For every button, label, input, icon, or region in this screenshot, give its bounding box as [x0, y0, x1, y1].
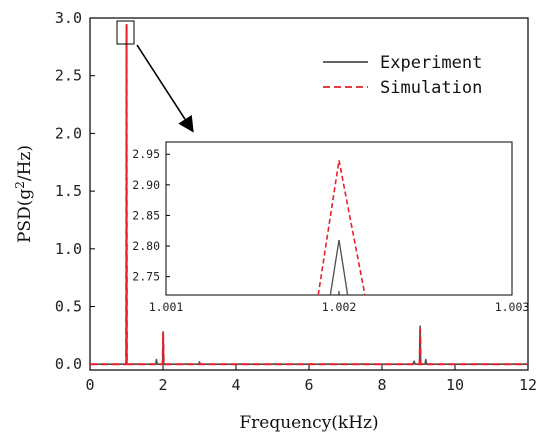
series-line-simulation — [90, 23, 528, 366]
legend-label-simulation: Simulation — [380, 78, 482, 98]
y-tick-label: 2.5 — [55, 67, 82, 85]
main-series-group — [90, 23, 528, 366]
legend-label-experiment: Experiment — [380, 53, 482, 73]
inset-series-line-experiment — [329, 239, 349, 296]
main-axis-ticks: 0 2 4 6 8 10 12 0.0 0.5 1.0 1.5 2.0 2.5 3.0 — [55, 9, 537, 394]
x-tick-label: 4 — [231, 376, 240, 394]
x-tick-label: 8 — [377, 376, 386, 394]
inset-x-tick-label: 1.003 — [495, 300, 530, 314]
y-tick-label: 3.0 — [55, 9, 82, 27]
y-axis-title-superscript: 2 — [13, 181, 27, 189]
y-tick-label: 0.0 — [55, 355, 82, 373]
inset-plot-area — [165, 141, 513, 296]
inset-y-tick-label: 2.90 — [132, 178, 160, 192]
inset-x-tick-label: 1.002 — [322, 300, 357, 314]
y-tick-label: 0.5 — [55, 298, 82, 316]
x-tick-label: 0 — [85, 376, 94, 394]
legend: Experiment Simulation — [323, 53, 482, 98]
inset-y-tick-label: 2.95 — [132, 147, 160, 161]
inset-series-line-simulation — [317, 160, 366, 296]
y-axis-title: PSD(g2/Hz) — [13, 145, 35, 243]
x-axis-title: Frequency(kHz) — [239, 413, 378, 433]
inset-series-group — [317, 160, 366, 296]
x-tick-label: 2 — [158, 376, 167, 394]
x-tick-label: 6 — [304, 376, 313, 394]
inset-x-tick-label: 1.001 — [149, 300, 184, 314]
inset-y-tick-label: 2.80 — [132, 239, 160, 253]
inset-y-tick-label: 2.85 — [132, 208, 160, 222]
zoom-arrow — [136, 44, 194, 133]
x-tick-label: 12 — [519, 376, 537, 394]
zoom-marker-box — [116, 20, 135, 45]
inset-y-tick-label: 2.75 — [132, 270, 160, 284]
y-tick-label: 2.0 — [55, 124, 82, 142]
y-tick-label: 1.5 — [55, 182, 82, 200]
y-tick-label: 1.0 — [55, 240, 82, 258]
inset-axis-ticks: 1.001 1.002 1.003 2.75 2.80 2.85 2.90 2.95 — [132, 147, 529, 314]
x-tick-label: 10 — [446, 376, 464, 394]
